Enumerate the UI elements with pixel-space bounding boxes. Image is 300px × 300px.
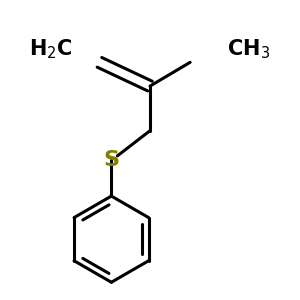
- Text: S: S: [103, 150, 119, 170]
- Text: CH$_3$: CH$_3$: [227, 37, 270, 61]
- Text: H$_2$C: H$_2$C: [29, 37, 73, 61]
